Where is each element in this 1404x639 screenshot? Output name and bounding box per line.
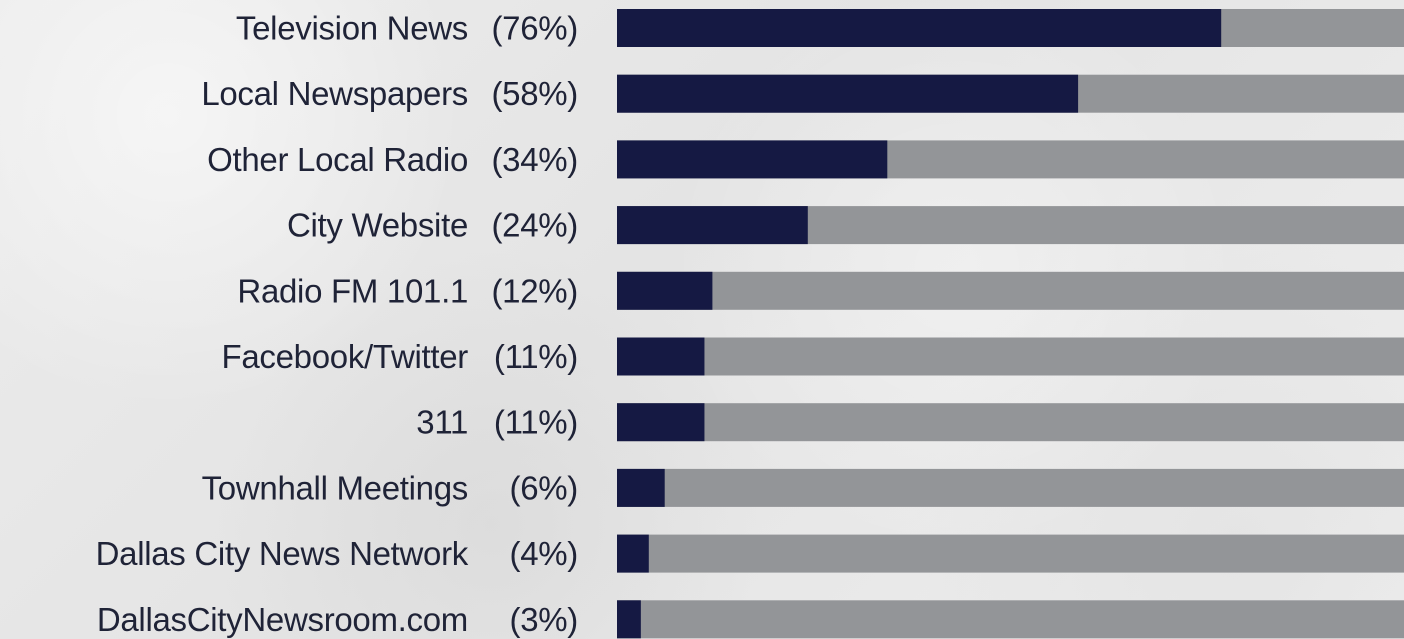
value-label: (11%) — [494, 338, 578, 375]
bar-track — [617, 403, 1404, 442]
category-label: Townhall Meetings — [202, 469, 468, 506]
value-label: (34%) — [491, 141, 578, 178]
bar-row: Facebook/Twitter (11%) — [222, 337, 1404, 376]
bar-row: Other Local Radio (34%) — [207, 140, 1404, 179]
bar-row: DallasCityNewsroom.com (3%) — [97, 600, 1404, 639]
category-label: DallasCityNewsroom.com — [97, 601, 468, 638]
bar — [617, 337, 705, 376]
category-label: City Website — [287, 207, 468, 244]
value-label: (4%) — [510, 535, 578, 572]
bar — [617, 403, 705, 442]
bar — [617, 271, 713, 310]
bar — [617, 600, 641, 639]
bar-row: Radio FM 101.1 (12%) — [237, 271, 1404, 310]
bar-row: 311 (11%) — [416, 403, 1404, 442]
bar-row: Local Newspapers (58%) — [201, 74, 1404, 113]
category-label: Television News — [236, 10, 468, 47]
bar-track — [617, 534, 1404, 573]
category-label: Radio FM 101.1 — [237, 272, 468, 309]
bar-track — [617, 337, 1404, 376]
bar — [617, 9, 1222, 47]
bar — [617, 534, 649, 573]
bar — [617, 468, 665, 507]
category-label: Other Local Radio — [207, 141, 468, 178]
category-label: Dallas City News Network — [96, 535, 469, 572]
value-label: (58%) — [491, 75, 578, 112]
value-label: (6%) — [510, 469, 578, 506]
bar-track — [617, 600, 1404, 639]
category-label: 311 — [416, 404, 468, 441]
bar-row: Dallas City News Network (4%) — [96, 534, 1404, 573]
bar-track — [617, 271, 1404, 310]
bar-row: Television News (76%) — [236, 9, 1404, 47]
value-label: (3%) — [510, 601, 578, 638]
bar — [617, 74, 1079, 113]
category-label: Facebook/Twitter — [222, 338, 469, 375]
value-label: (11%) — [494, 404, 578, 441]
value-label: (76%) — [491, 10, 578, 47]
bar-row: Townhall Meetings (6%) — [202, 468, 1404, 507]
category-label: Local Newspapers — [201, 75, 468, 112]
value-label: (12%) — [491, 272, 578, 309]
bar — [617, 206, 808, 245]
value-label: (24%) — [491, 207, 578, 244]
bar-row: City Website (24%) — [287, 206, 1404, 245]
bar-track — [617, 468, 1404, 507]
bar — [617, 140, 888, 179]
